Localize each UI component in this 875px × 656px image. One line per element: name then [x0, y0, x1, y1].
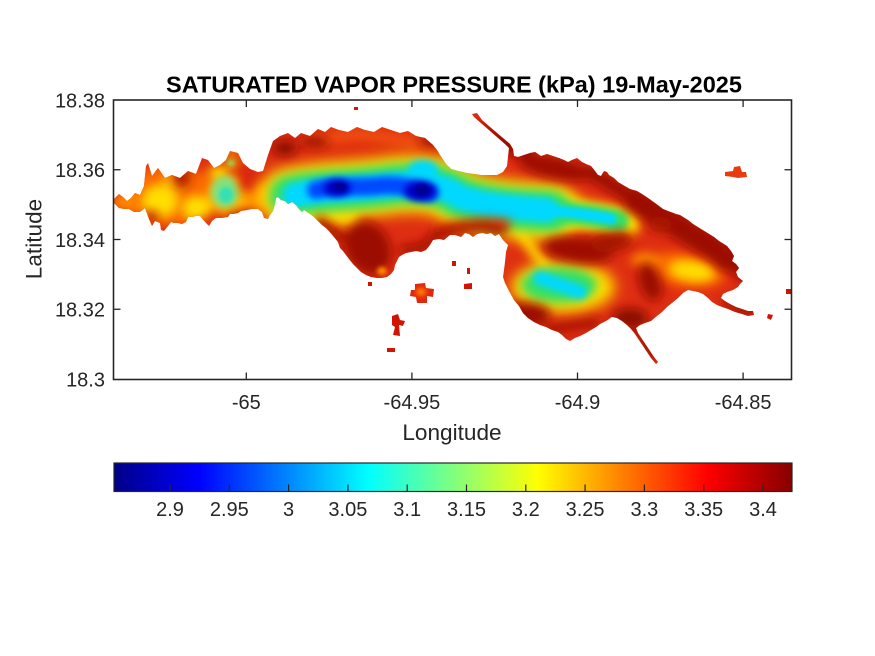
svg-text:2.95: 2.95: [210, 499, 249, 521]
svg-text:18.34: 18.34: [55, 230, 105, 252]
svg-text:2.9: 2.9: [156, 499, 184, 521]
svg-text:3.15: 3.15: [447, 499, 486, 521]
svg-text:Latitude: Latitude: [22, 199, 47, 279]
svg-text:3.35: 3.35: [684, 499, 723, 521]
svg-text:3.1: 3.1: [393, 499, 421, 521]
svg-text:3.2: 3.2: [512, 499, 540, 521]
svg-text:3.3: 3.3: [630, 499, 658, 521]
svg-text:3.25: 3.25: [566, 499, 605, 521]
svg-text:3.05: 3.05: [328, 499, 367, 521]
svg-text:Longitude: Longitude: [402, 420, 501, 445]
svg-text:18.38: 18.38: [55, 90, 105, 112]
svg-text:18.3: 18.3: [66, 369, 105, 391]
svg-text:-64.85: -64.85: [715, 392, 772, 414]
svg-text:18.36: 18.36: [55, 160, 105, 182]
svg-text:SATURATED VAPOR PRESSURE (kPa): SATURATED VAPOR PRESSURE (kPa) 19-May-20…: [166, 72, 742, 98]
svg-text:-64.95: -64.95: [384, 392, 441, 414]
svg-text:3.4: 3.4: [749, 499, 777, 521]
svg-text:3: 3: [283, 499, 294, 521]
svg-text:-65: -65: [232, 392, 261, 414]
svg-text:18.32: 18.32: [55, 300, 105, 322]
svg-text:-64.9: -64.9: [555, 392, 601, 414]
